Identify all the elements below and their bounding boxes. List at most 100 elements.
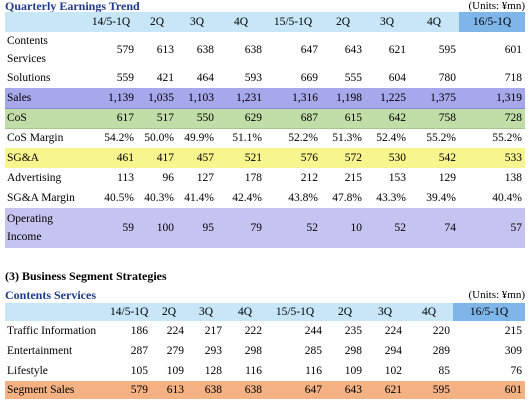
table-cell: 1,225 bbox=[365, 88, 409, 109]
row-label: Lifestyle bbox=[7, 365, 48, 377]
row-label: SG&A Margin bbox=[7, 192, 75, 204]
table-cell: 555 bbox=[344, 72, 362, 84]
table-cell: 10 bbox=[321, 208, 365, 248]
table-cell: 613 bbox=[156, 44, 174, 56]
table-cell: 289 bbox=[432, 345, 450, 357]
column-header: 14/5-1Q bbox=[85, 12, 137, 32]
table-cell: 533 bbox=[459, 148, 525, 168]
table-cell: 105 bbox=[130, 365, 148, 377]
row-label: CoS Margin bbox=[7, 132, 64, 145]
table-row: SG&A 461 417 457 521 576 572 530 542 533 bbox=[5, 148, 525, 168]
table-cell: 79 bbox=[217, 208, 265, 248]
table-cell: 421 bbox=[156, 72, 174, 84]
row-label: Operating Income bbox=[5, 208, 85, 248]
column-header: 4Q bbox=[405, 303, 453, 321]
table-cell: 85 bbox=[438, 365, 451, 377]
table-cell: 54.2% bbox=[104, 132, 134, 145]
section2-title: Contents Services bbox=[5, 288, 96, 302]
table-row: CoS 617 517 550 629 687 615 642 758 728 bbox=[5, 108, 525, 129]
table-cell: 116 bbox=[305, 365, 322, 377]
table-cell: 113 bbox=[117, 172, 134, 184]
table-cell: 629 bbox=[217, 108, 265, 129]
table-cell: 1,319 bbox=[459, 88, 525, 109]
table-cell: 615 bbox=[321, 108, 365, 129]
table-row: Sales 1,139 1,035 1,103 1,231 1,316 1,198 1,225… bbox=[5, 88, 525, 109]
table-cell: 52.4% bbox=[376, 132, 406, 145]
table-cell: 222 bbox=[244, 325, 262, 337]
table-cell: 309 bbox=[504, 345, 522, 357]
table-cell: 55.2% bbox=[426, 132, 456, 145]
table-cell: 464 bbox=[196, 72, 214, 84]
table-cell: 780 bbox=[438, 72, 456, 84]
header-corner-cell bbox=[5, 12, 85, 32]
column-header: 16/5-1Q bbox=[453, 303, 525, 321]
table-row: Entertainment 287 279 293 298 285 298 294 289 309 bbox=[5, 341, 525, 361]
table-cell: 728 bbox=[459, 108, 525, 129]
table-cell: 102 bbox=[384, 365, 402, 377]
table-cell: 642 bbox=[365, 108, 409, 129]
header-corner-cell bbox=[5, 303, 107, 321]
table-cell: 621 bbox=[388, 44, 406, 56]
table-cell: 1,375 bbox=[409, 88, 459, 109]
table-cell: 244 bbox=[304, 325, 322, 337]
row-label: SG&A bbox=[5, 148, 85, 168]
table-row: Advertising 113 96 127 178 212 215 153 129 138 bbox=[5, 168, 525, 188]
table-row: Operating Income 59 100 95 79 52 10 52 74 57 bbox=[5, 208, 525, 248]
table-cell: 52 bbox=[365, 208, 409, 248]
table-cell: 595 bbox=[405, 381, 453, 399]
table-cell: 621 bbox=[365, 381, 405, 399]
table-cell: 42.4% bbox=[232, 192, 262, 204]
table-cell: 96 bbox=[162, 172, 175, 184]
table-cell: 129 bbox=[438, 172, 456, 184]
table-cell: 40.4% bbox=[492, 192, 522, 204]
table-cell: 57 bbox=[459, 208, 525, 248]
table-row: CoS Margin 54.2% 50.0% 49.9% 51.1% 52.2% 51.3%… bbox=[5, 128, 525, 148]
section1-title: Quarterly Earnings Trend bbox=[5, 0, 140, 13]
table-cell: 758 bbox=[409, 108, 459, 129]
table-cell: 293 bbox=[204, 345, 222, 357]
table-cell: 40.3% bbox=[144, 192, 174, 204]
column-header: 3Q bbox=[177, 12, 217, 32]
table-cell: 76 bbox=[510, 365, 523, 377]
table-cell: 601 bbox=[453, 381, 525, 399]
section2-heading-row: (3) Business Segment Strategies bbox=[5, 270, 525, 282]
column-header: 15/5-1Q bbox=[265, 12, 321, 32]
table-cell: 178 bbox=[244, 172, 262, 184]
row-label: Entertainment bbox=[7, 345, 73, 357]
table-cell: 109 bbox=[344, 365, 362, 377]
table-cell: 298 bbox=[344, 345, 362, 357]
column-header: 16/5-1Q bbox=[459, 12, 525, 32]
column-header: 2Q bbox=[325, 303, 365, 321]
table-cell: 613 bbox=[151, 381, 187, 399]
table-cell: 51.1% bbox=[232, 132, 262, 145]
table-cell: 224 bbox=[166, 325, 184, 337]
table-cell: 95 bbox=[177, 208, 217, 248]
row-label: Solutions bbox=[7, 72, 51, 84]
table-cell: 235 bbox=[344, 325, 362, 337]
table-row: SG&A Margin 40.5% 40.3% 41.4% 42.4% 43.8% 47.8… bbox=[5, 188, 525, 208]
table-cell: 52.2% bbox=[288, 132, 318, 145]
row-label: Segment Sales bbox=[5, 381, 107, 399]
table-cell: 517 bbox=[137, 108, 177, 129]
table-cell: 604 bbox=[388, 72, 406, 84]
column-header: 2Q bbox=[151, 303, 187, 321]
table-cell: 298 bbox=[244, 345, 262, 357]
table-cell: 287 bbox=[130, 345, 148, 357]
table-row: Segment Sales 579 613 638 638 647 643 621 595 601 bbox=[5, 381, 525, 399]
section2-heading: (3) Business Segment Strategies bbox=[5, 269, 167, 283]
table-cell: 461 bbox=[85, 148, 137, 168]
table-cell: 138 bbox=[504, 172, 522, 184]
table-cell: 59 bbox=[85, 208, 137, 248]
table-cell: 153 bbox=[388, 172, 406, 184]
table-cell: 559 bbox=[116, 72, 134, 84]
table-cell: 285 bbox=[304, 345, 322, 357]
table-cell: 669 bbox=[300, 72, 318, 84]
table-cell: 40.5% bbox=[104, 192, 134, 204]
table-cell: 1,035 bbox=[137, 88, 177, 109]
table-cell: 215 bbox=[504, 325, 522, 337]
column-header: 4Q bbox=[225, 303, 265, 321]
table-cell: 718 bbox=[504, 72, 522, 84]
header-row: 14/5-1Q 2Q 3Q 4Q 15/5-1Q 2Q 3Q 4Q 16/5-1Q bbox=[5, 12, 525, 32]
table-cell: 50.0% bbox=[144, 132, 174, 145]
table-cell: 417 bbox=[137, 148, 177, 168]
